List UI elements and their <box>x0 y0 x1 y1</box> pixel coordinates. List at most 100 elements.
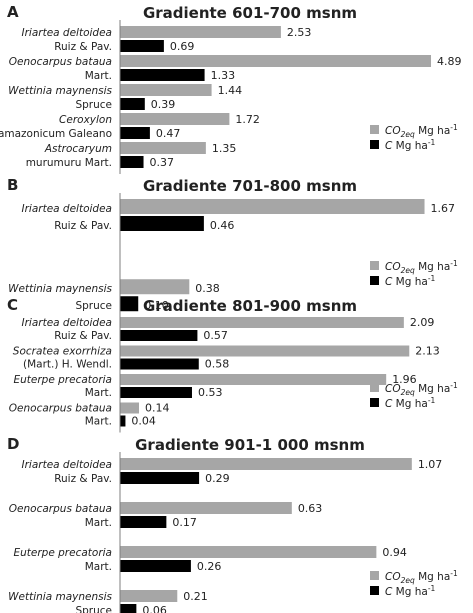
bar-c <box>120 330 198 341</box>
bar-c <box>120 127 150 139</box>
data-label: 0.47 <box>156 127 181 140</box>
category-label: amazonicum Galeano <box>0 128 112 140</box>
legend-label-co2: CO2eq Mg ha-1 <box>385 381 458 397</box>
legend-label-c: C Mg ha-1 <box>385 138 436 152</box>
category-label: Euterpe precatoria <box>13 374 112 386</box>
bar-c <box>120 358 199 370</box>
category-label: Iriartea deltoidea <box>22 459 113 471</box>
legend-swatch-co2 <box>370 125 379 134</box>
bar-c <box>120 216 204 231</box>
category-label: Mart. <box>85 387 112 399</box>
bar-co2 <box>120 279 190 295</box>
category-label: Oenocarpus bataua <box>9 503 112 515</box>
legend-swatch-co2 <box>370 383 379 392</box>
data-label: 4.89 <box>437 55 462 68</box>
panel-title: Gradiente 601-700 msnm <box>143 4 357 22</box>
category-label: Mart. <box>85 561 112 573</box>
panel-a: A Gradiente 601-700 msnm Iriartea deltoide… <box>0 3 462 174</box>
data-label: 0.14 <box>145 402 170 415</box>
category-label: Spruce <box>75 99 112 111</box>
legend-label-c: C Mg ha-1 <box>385 584 436 598</box>
data-label: 1.35 <box>212 142 237 155</box>
bar-c <box>120 156 144 168</box>
data-label: 0.57 <box>203 329 228 342</box>
category-label: Wettinia maynensis <box>8 591 112 603</box>
legend-swatch-c <box>370 140 379 149</box>
data-label: 0.69 <box>170 40 195 53</box>
legend-swatch-co2 <box>370 571 379 580</box>
panel-letter: B <box>7 176 18 194</box>
data-label: 1.07 <box>418 458 443 471</box>
bar-c <box>120 387 192 398</box>
category-label: Iriartea deltoidea <box>22 203 113 215</box>
data-label: 0.29 <box>205 472 230 485</box>
category-label: Ruiz & Pav. <box>54 220 112 232</box>
category-label: Mart. <box>85 416 112 428</box>
data-label: 2.53 <box>287 26 312 39</box>
legend-swatch-c <box>370 586 379 595</box>
data-label: 0.04 <box>131 415 156 428</box>
category-label: Wettinia maynensis <box>8 283 112 295</box>
legend-swatch-c <box>370 276 379 285</box>
bar-co2 <box>120 317 404 328</box>
legend-label-c: C Mg ha-1 <box>385 396 436 410</box>
panel-letter: C <box>7 296 18 314</box>
bar-c <box>120 69 205 81</box>
bar-c <box>120 40 164 52</box>
legend-label-co2: CO2eq Mg ha-1 <box>385 569 458 585</box>
panel-d: D Gradiente 901-1 000 msnm Iriartea deltoi… <box>7 435 458 613</box>
bar-co2 <box>120 546 377 558</box>
data-label: 0.39 <box>151 98 176 111</box>
data-label: 0.46 <box>210 219 235 232</box>
data-label: 2.13 <box>415 345 440 358</box>
bar-co2 <box>120 374 387 385</box>
bar-co2 <box>120 458 412 470</box>
panel-letter: A <box>7 3 19 21</box>
category-label: Ruiz & Pav. <box>54 473 112 485</box>
data-label: 0.53 <box>198 386 223 399</box>
bar-co2 <box>120 590 178 602</box>
data-label: 0.37 <box>150 156 175 169</box>
category-label: Ceroxylon <box>59 114 112 126</box>
category-label: Astrocaryum <box>44 143 112 155</box>
category-label: Iriartea deltoidea <box>22 317 113 329</box>
data-label: 0.10 <box>144 299 169 312</box>
legend-label-co2: CO2eq Mg ha-1 <box>385 123 458 139</box>
data-label: 1.33 <box>211 69 236 82</box>
category-label: murumuru Mart. <box>26 157 112 169</box>
legend-swatch-c <box>370 398 379 407</box>
bar-co2 <box>120 26 281 38</box>
category-label: (Mart.) H. Wendl. <box>23 359 112 371</box>
panel-b: B Gradiente 701-800 msnm Iriartea deltoide… <box>7 176 458 318</box>
panel-letter: D <box>7 435 19 453</box>
bar-co2 <box>120 402 140 414</box>
legend-swatch-co2 <box>370 261 379 270</box>
panel-c: C Gradiente 801-900 msnm Iriartea deltoide… <box>7 296 458 433</box>
category-label: Iriartea deltoidea <box>22 27 113 39</box>
bar-co2 <box>120 142 206 154</box>
bar-c <box>120 560 191 572</box>
bar-c <box>120 472 200 484</box>
bar-co2 <box>120 345 410 357</box>
data-label: 0.63 <box>298 502 323 515</box>
data-label: 2.09 <box>410 316 435 329</box>
bar-c <box>120 516 167 528</box>
data-label: 1.96 <box>392 373 417 386</box>
panel-title: Gradiente 701-800 msnm <box>143 177 357 195</box>
category-label: Oenocarpus bataua <box>9 403 112 415</box>
category-label: Spruce <box>75 300 112 312</box>
bar-c <box>120 604 137 613</box>
panel-title: Gradiente 801-900 msnm <box>143 297 357 315</box>
category-label: Oenocarpus bataua <box>9 56 112 68</box>
bar-c <box>120 415 126 427</box>
category-label: Mart. <box>85 70 112 82</box>
data-label: 0.06 <box>142 604 167 613</box>
bar-c <box>120 296 139 312</box>
legend-label-c: C Mg ha-1 <box>385 274 436 288</box>
data-label: 1.72 <box>235 113 260 126</box>
category-label: Mart. <box>85 517 112 529</box>
category-label: Ruiz & Pav. <box>54 330 112 342</box>
category-label: Spruce <box>75 605 112 613</box>
category-label: Socratea exorrhiza <box>13 346 112 358</box>
